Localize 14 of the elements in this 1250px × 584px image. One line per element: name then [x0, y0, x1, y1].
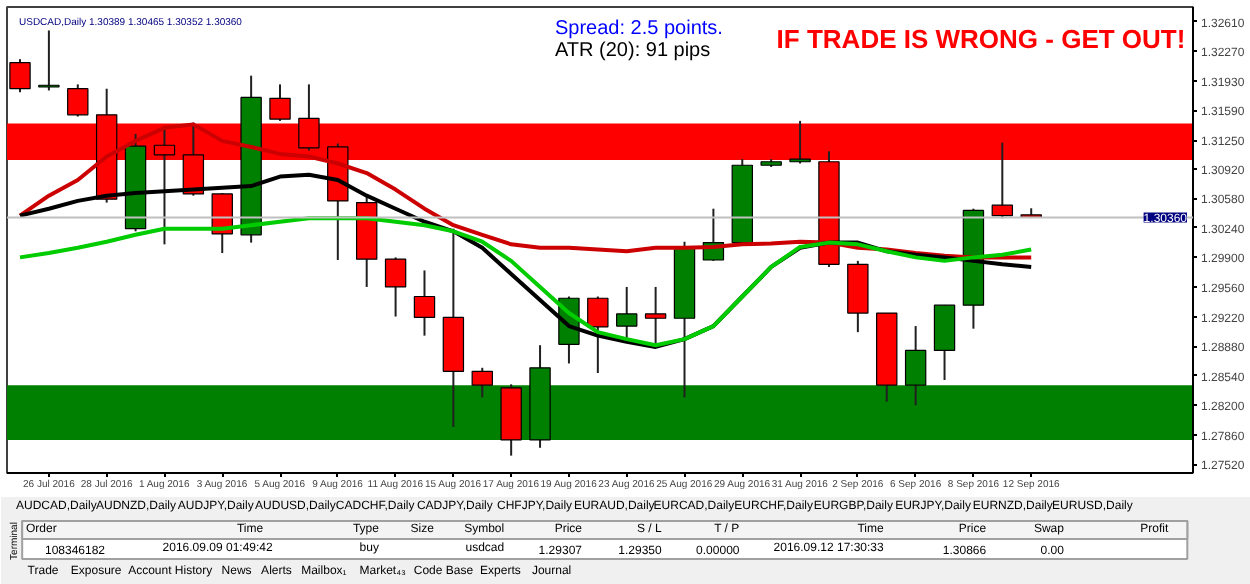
candlestick: [38, 29, 60, 92]
candlestick: [933, 304, 956, 381]
candlestick: [413, 269, 436, 337]
annotation: IF TRADE IS WRONG - GET OUT!: [776, 24, 1186, 54]
candlestick: [644, 285, 667, 347]
line-series: [18, 122, 1034, 260]
annotation: ATR (20): 91 pips: [555, 40, 711, 62]
candlestick: [384, 256, 407, 318]
candlestick: [67, 83, 89, 118]
candlestick: [789, 119, 811, 165]
candlestick: [9, 58, 31, 94]
candlestick: [616, 285, 638, 343]
annotation: Spread: 2.5 points.: [555, 18, 723, 40]
candlestick: [471, 366, 493, 399]
